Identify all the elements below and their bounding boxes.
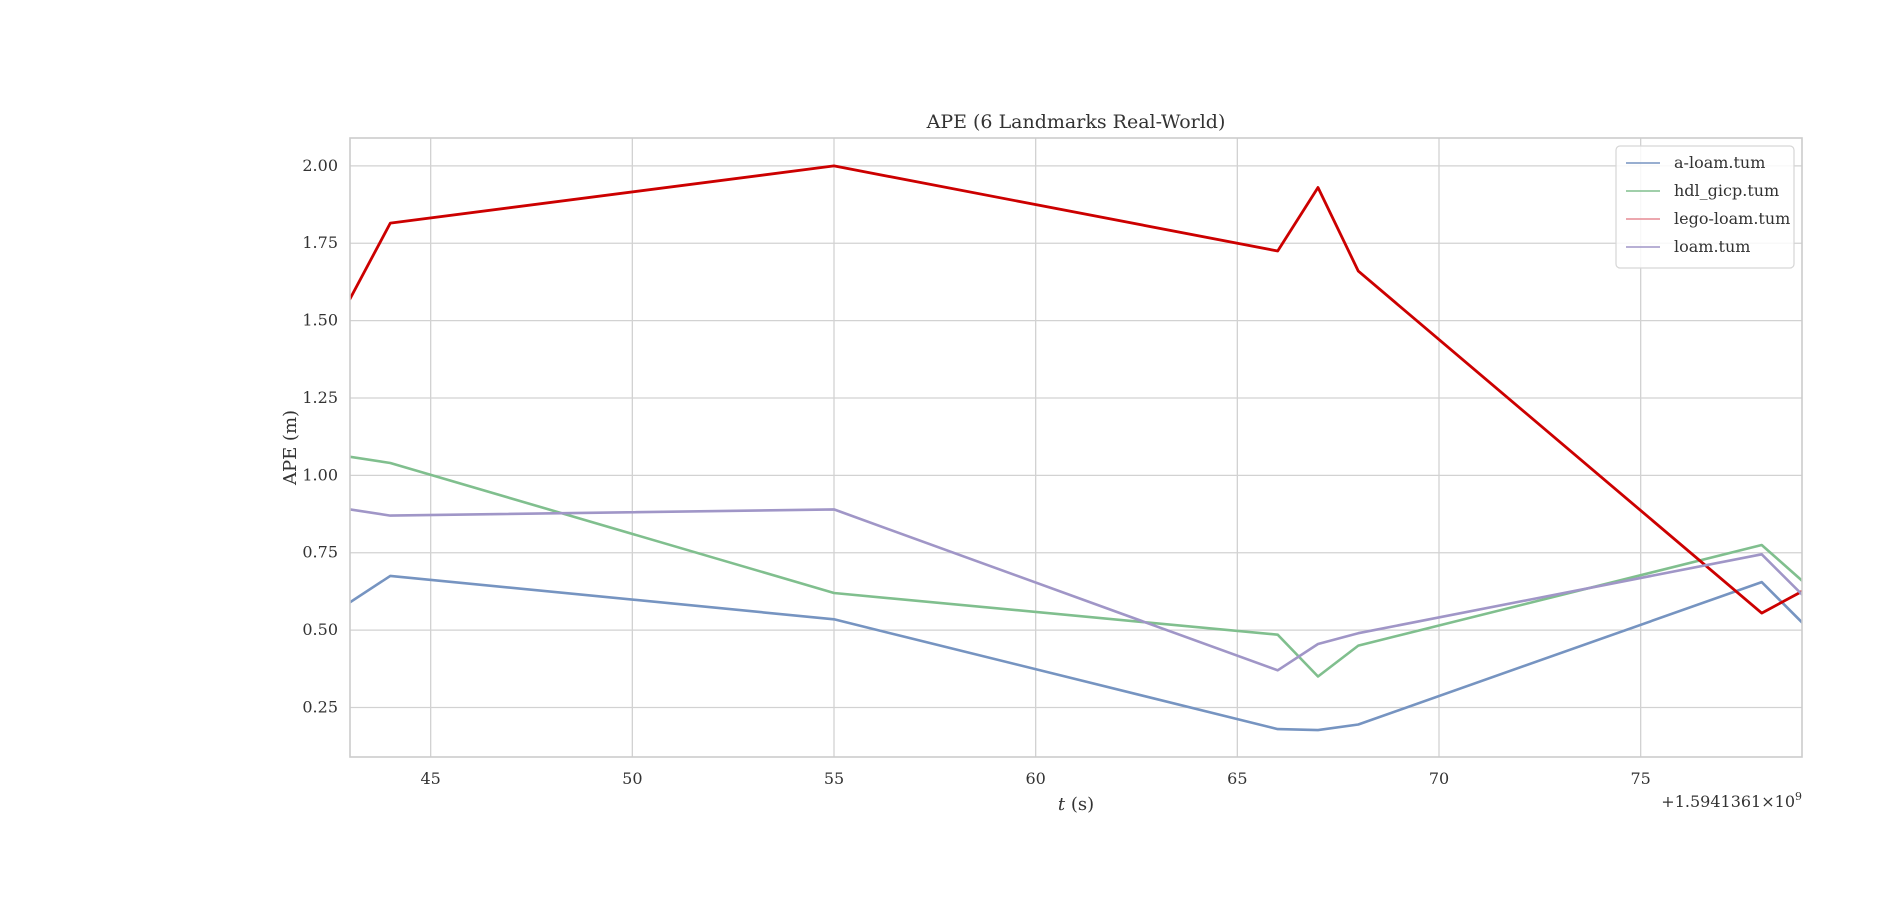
tick-label-layer: 45 50 55 60 65 70 75 0.25 0.50 0.75 1.00 1.25 1.50 1.… [302,156,1650,788]
y-tick-label: 0.50 [302,620,338,639]
legend: a-loam.tum hdl_gicp.tum lego-loam.tum loam.… [1615,145,1795,269]
x-tick-label: 65 [1227,769,1247,788]
legend-items: a-loam.tum hdl_gicp.tum lego-loam.tum loam.… [1626,153,1790,256]
x-axis-offset-exponent: 9 [1795,790,1802,803]
chart-title: APE (6 Landmarks Real-World) [926,111,1226,133]
y-tick-label: 1.50 [302,311,338,330]
series-line-a-loam-tum [350,574,1802,732]
x-tick-label: 70 [1429,769,1449,788]
x-axis-label: t (s) [1058,794,1094,815]
x-tick-label: 55 [824,769,844,788]
axes-frame [349,137,1803,758]
x-axis-label-unit: (s) [1065,794,1094,815]
legend-label-hdl-gicp-tum: hdl_gicp.tum [1674,181,1779,200]
legend-label-lego-loam-tum: lego-loam.tum [1674,209,1790,228]
series-layer [350,164,1802,732]
y-axis-label: APE (m) [280,410,301,486]
x-axis-offset-label: +1.5941361×109 [1661,790,1802,811]
series-line-loam-tum [350,508,1802,672]
x-tick-label: 60 [1025,769,1045,788]
y-tick-label: 0.75 [302,543,338,562]
x-axis-label-var: t [1058,794,1066,815]
x-tick-label: 50 [622,769,642,788]
y-tick-label: 1.75 [302,233,338,252]
y-tick-label: 0.25 [302,697,338,716]
x-tick-label: 45 [420,769,440,788]
y-tick-label: 2.00 [302,156,338,175]
series-line-lego-loam-tum [350,164,1802,615]
x-axis-offset-base: +1.5941361×10 [1661,792,1795,811]
legend-label-a-loam-tum: a-loam.tum [1674,153,1765,172]
legend-label-loam-tum: loam.tum [1674,237,1750,256]
legend-box [1615,145,1795,269]
y-tick-label: 1.00 [302,465,338,484]
y-tick-label: 1.25 [302,388,338,407]
x-tick-label: 75 [1630,769,1650,788]
grid-layer [350,138,1802,757]
